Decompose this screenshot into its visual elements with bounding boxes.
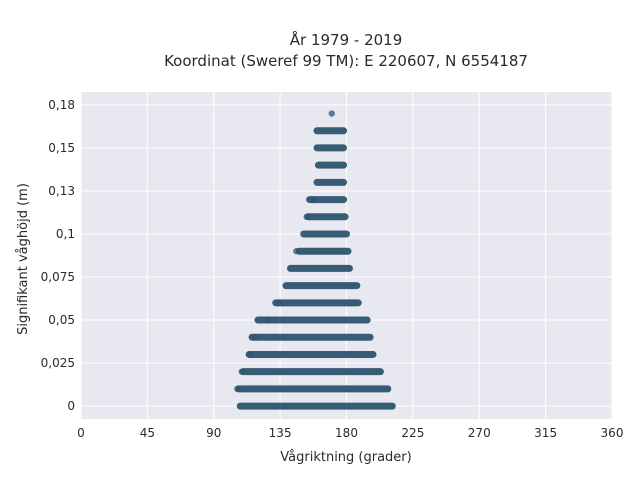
- scatter-point: [247, 351, 254, 358]
- y-tick-label: 0,05: [48, 313, 75, 327]
- scatter-point: [275, 299, 282, 307]
- x-tick-label: 270: [468, 426, 491, 440]
- x-tick-label: 135: [269, 426, 292, 440]
- x-tick-label: 225: [401, 426, 424, 440]
- x-tick-label: 90: [206, 426, 221, 440]
- scatter-point: [328, 110, 335, 117]
- y-axis-label: Signifikant våghöjd (m): [16, 183, 31, 335]
- y-tick-label: 0,15: [48, 141, 75, 155]
- x-tick-label: 360: [601, 426, 624, 440]
- y-tick-label: 0,13: [48, 184, 75, 198]
- y-tick-label: 0,18: [48, 98, 75, 112]
- scatter-point: [309, 196, 316, 203]
- x-axis-label: Vågriktning (grader): [280, 450, 411, 465]
- y-tick-label: 0: [67, 399, 75, 413]
- chart-title: År 1979 - 2019: [290, 30, 403, 49]
- y-tick-label: 0,075: [41, 270, 75, 284]
- scatter-point: [303, 213, 310, 220]
- scatter-point: [238, 368, 245, 375]
- x-tick-label: 0: [77, 426, 85, 440]
- x-tick-label: 315: [534, 426, 557, 440]
- scatter-point: [251, 334, 259, 341]
- x-tick-labels: 0 45 90 135 180 225 270 315 360: [77, 426, 623, 440]
- y-tick-label: 0,1: [56, 227, 75, 241]
- y-tick-labels: 0 0,025 0,05 0,075 0,1 0,13 0,15 0,18: [41, 98, 75, 413]
- scatter-points: [234, 110, 335, 393]
- chart-subtitle: Koordinat (Sweref 99 TM): E 220607, N 65…: [164, 52, 528, 70]
- y-tick-label: 0,025: [41, 356, 75, 370]
- scatter-point: [293, 247, 300, 255]
- scatter-bands: [235, 127, 396, 410]
- scatter-point: [265, 316, 272, 324]
- x-tick-label: 180: [335, 426, 358, 440]
- scatter-point: [234, 385, 241, 393]
- x-tick-label: 45: [140, 426, 155, 440]
